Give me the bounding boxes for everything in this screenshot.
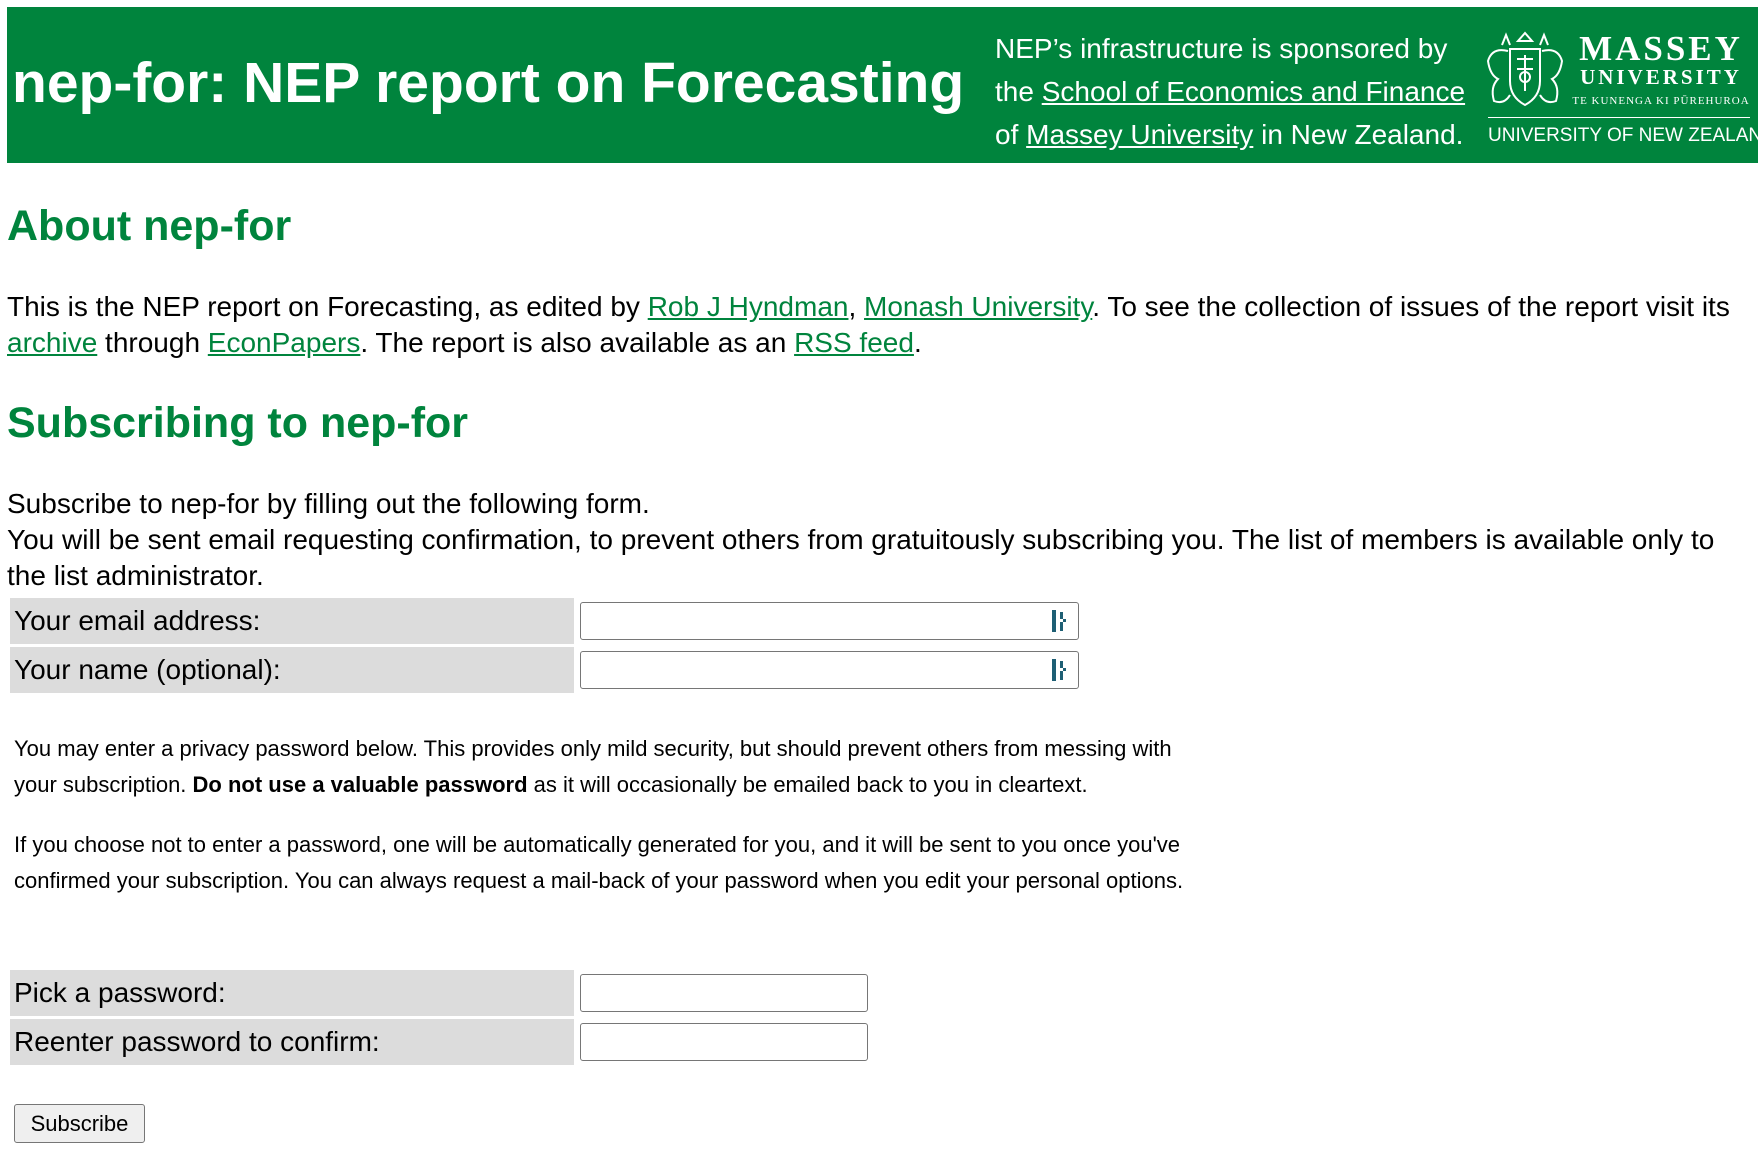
archive-link[interactable]: archive [7, 327, 98, 358]
email-label: Your email address: [10, 598, 574, 644]
sponsor-note: NEP’s infrastructure is sponsored by the… [995, 27, 1485, 156]
confirm-password-label: Reenter password to confirm: [10, 1019, 574, 1065]
editor-link[interactable]: Rob J Hyndman [647, 291, 849, 322]
privacy-note: You may enter a privacy password below. … [14, 736, 1172, 797]
name-field[interactable] [580, 651, 1079, 689]
crest-icon [1486, 31, 1564, 107]
massey-logo: MASSEY UNIVERSITY TE KUNENGA KI PŪREHURO… [1480, 25, 1763, 153]
logo-maori-name: TE KUNENGA KI PŪREHUROA [1572, 95, 1750, 107]
password-field[interactable] [580, 974, 868, 1012]
password-label: Pick a password: [10, 970, 574, 1016]
logo-wordmark: MASSEY [1579, 29, 1743, 68]
sponsor-line-2: the School of Economics and Finance [995, 76, 1466, 107]
auto-password-note: If you choose not to enter a password, o… [14, 832, 1184, 893]
confirm-password-field[interactable] [580, 1023, 868, 1061]
header-banner: nep-for: NEP report on Forecasting NEP’s… [7, 7, 1763, 163]
subscribe-button[interactable]: Subscribe [14, 1104, 145, 1143]
institution-link[interactable]: Monash University [864, 291, 1093, 322]
password-manager-icon[interactable] [1050, 608, 1070, 634]
logo-university: UNIVERSITY [1580, 65, 1742, 89]
email-field[interactable] [580, 602, 1079, 640]
sponsor-line-3: of Massey University in New Zealand. [995, 119, 1464, 150]
about-paragraph: This is the NEP report on Forecasting, a… [7, 291, 1730, 358]
econpapers-link[interactable]: EconPapers [207, 327, 361, 358]
rss-link[interactable]: RSS feed [794, 327, 914, 358]
subscribe-heading: Subscribing to nep-for [7, 399, 469, 447]
password-manager-icon[interactable] [1050, 657, 1070, 683]
name-label: Your name (optional): [10, 647, 574, 693]
about-heading: About nep-for [7, 202, 292, 250]
subscribe-intro: Subscribe to nep-for by filling out the … [7, 488, 1715, 591]
sponsor-line-1: NEP’s infrastructure is sponsored by [995, 33, 1448, 64]
logo-divider [1488, 117, 1750, 118]
school-link[interactable]: School of Economics and Finance [1041, 76, 1466, 107]
logo-tagline: UNIVERSITY OF NEW ZEALAND [1488, 125, 1763, 146]
page-title: nep-for: NEP report on Forecasting [12, 51, 965, 115]
massey-link[interactable]: Massey University [1026, 119, 1254, 150]
